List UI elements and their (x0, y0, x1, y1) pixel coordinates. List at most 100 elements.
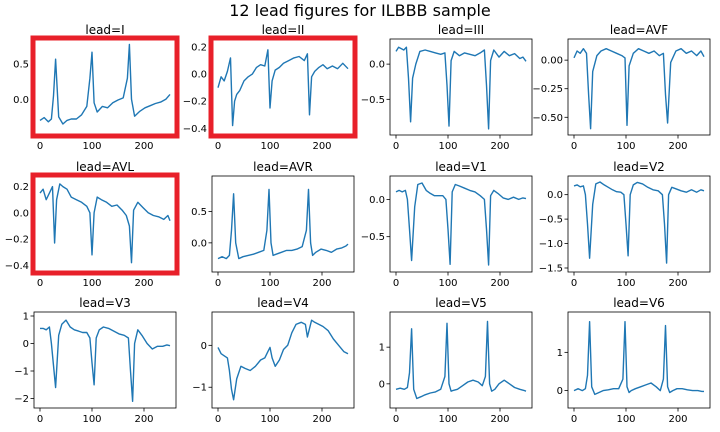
x-tick-label: 100 (82, 278, 101, 289)
x-tick-label: 0 (37, 141, 43, 152)
panel-title: lead=V1 (435, 160, 487, 174)
x-tick-label: 100 (260, 414, 279, 425)
x-tick-label: 0 (215, 278, 221, 289)
lead-panel: lead=V4 0 100 200 0 −1 (192, 296, 355, 425)
y-tick-label: 0.2 (13, 182, 29, 193)
ecg-trace (395, 46, 527, 130)
y-tick-label: 0 (557, 386, 563, 397)
panel-title: lead=V4 (257, 296, 309, 310)
ecg-trace (573, 48, 705, 130)
x-tick-label: 0 (393, 278, 399, 289)
x-tick-label: 100 (260, 141, 279, 152)
y-tick-label: 1 (23, 312, 29, 323)
y-tick-label: 0.00 (541, 56, 563, 67)
y-tick-label: 0.5 (191, 207, 207, 218)
x-tick-label: 100 (82, 141, 101, 152)
y-tick-label: 0 (379, 379, 385, 390)
x-tick-label: 200 (668, 141, 687, 152)
x-tick-label: 0 (37, 414, 43, 425)
x-tick-label: 0 (571, 141, 577, 152)
ecg-trace (395, 320, 527, 400)
x-tick-label: 200 (490, 414, 509, 425)
y-tick-label: −0.5 (361, 95, 385, 106)
axes-frame (33, 38, 177, 136)
ecg-trace (217, 319, 349, 401)
lead-panel: lead=V2 0 100 200 0.0 −0.5 −1.0 −1.5 (539, 160, 711, 289)
x-tick-label: 200 (668, 414, 687, 425)
lead-panel: lead=AVR 0 100 200 0.5 0.0 (191, 160, 355, 289)
x-tick-label: 100 (82, 414, 101, 425)
y-tick-label: 0.0 (369, 195, 385, 206)
x-tick-label: 100 (616, 414, 635, 425)
axes-frame (389, 311, 533, 409)
y-tick-label: −0.2 (5, 235, 29, 246)
lead-panel: lead=I 0 100 200 0.5 0.0 (13, 23, 180, 152)
ecg-trace (217, 49, 349, 127)
highlight-box (30, 35, 180, 139)
x-tick-label: 0 (215, 141, 221, 152)
x-tick-label: 0 (393, 141, 399, 152)
panel-title: lead=V2 (613, 160, 665, 174)
y-tick-label: −0.5 (361, 232, 385, 243)
lead-panel: lead=II 0 100 200 0.2 0.0 −0.2 −0.4 (183, 23, 358, 152)
x-tick-label: 200 (134, 278, 153, 289)
panel-title: lead=AVL (76, 160, 134, 174)
x-tick-label: 200 (134, 141, 153, 152)
lead-panel: lead=AVL 0 100 200 0.2 0.0 −0.2 −0.4 (5, 160, 180, 289)
lead-panel: lead=III 0 100 200 0.0 −0.5 (361, 23, 533, 152)
panel-title: lead=I (85, 23, 124, 37)
lead-panel: lead=V3 0 100 200 1 0 −1 −2 (14, 296, 177, 425)
highlight-box (208, 35, 358, 139)
y-tick-label: −0.4 (183, 124, 207, 135)
axes-frame (211, 311, 355, 409)
y-tick-label: 0.0 (191, 238, 207, 249)
ecg-trace (573, 321, 704, 396)
axes-frame (211, 175, 355, 273)
x-tick-label: 200 (312, 141, 331, 152)
panel-title: lead=V3 (79, 296, 131, 310)
x-tick-label: 200 (312, 278, 331, 289)
x-tick-label: 200 (134, 414, 153, 425)
y-tick-label: 0.0 (369, 60, 385, 71)
x-tick-label: 100 (438, 414, 457, 425)
y-tick-label: −0.5 (539, 215, 563, 226)
panel-title: lead=II (262, 23, 305, 37)
ecg-trace (39, 183, 171, 264)
x-tick-label: 0 (215, 414, 221, 425)
ecg-trace (395, 182, 527, 266)
ecg-trace (573, 181, 705, 264)
y-tick-label: −1.5 (539, 264, 563, 275)
y-tick-label: 0.0 (191, 70, 207, 81)
panel-title: lead=AVR (253, 160, 313, 174)
x-tick-label: 0 (571, 278, 577, 289)
y-tick-label: −0.2 (183, 97, 207, 108)
axes-frame (389, 175, 533, 273)
axes-frame (567, 311, 711, 409)
highlight-box (30, 172, 180, 276)
x-tick-label: 100 (438, 278, 457, 289)
axes-frame (389, 38, 533, 136)
y-tick-label: −0.25 (532, 84, 563, 95)
ecg-trace (217, 188, 349, 260)
x-tick-label: 0 (37, 278, 43, 289)
y-tick-label: 0.0 (13, 208, 29, 219)
panel-title: lead=AVF (610, 23, 668, 37)
panel-title: lead=V6 (613, 296, 665, 310)
x-tick-label: 0 (571, 414, 577, 425)
y-tick-label: −2 (14, 394, 29, 405)
axes-frame (567, 38, 711, 136)
y-tick-label: 0.0 (547, 190, 563, 201)
axes-frame (33, 311, 177, 409)
y-tick-label: −1 (192, 383, 207, 394)
y-tick-label: 1 (557, 348, 563, 359)
y-tick-label: −0.50 (532, 113, 563, 124)
axes-frame (567, 175, 711, 273)
y-tick-label: 0.0 (13, 95, 29, 106)
y-tick-label: 0.5 (13, 60, 29, 71)
lead-panel: lead=AVF 0 100 200 0.00 −0.25 −0.50 (532, 23, 711, 152)
y-tick-label: 1 (379, 343, 385, 354)
panel-title: lead=V5 (435, 296, 487, 310)
lead-panel: lead=V5 0 100 200 1 0 (379, 296, 533, 425)
panel-title: lead=III (438, 23, 484, 37)
